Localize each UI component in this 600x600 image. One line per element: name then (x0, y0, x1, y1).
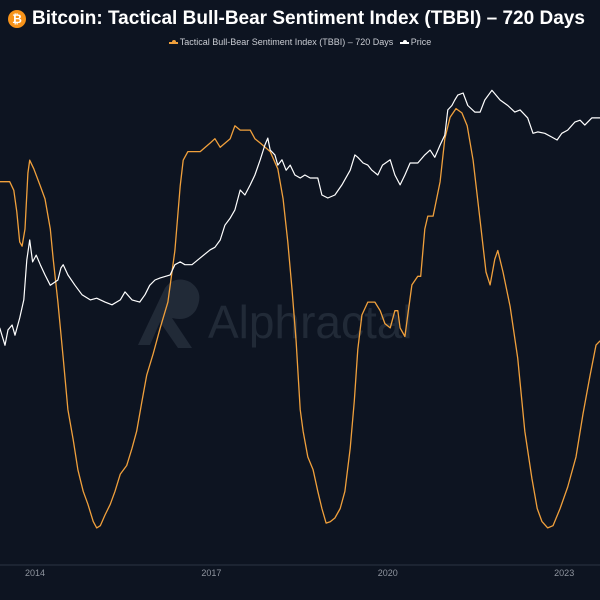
chart-title: ₿ Bitcoin: Tactical Bull-Bear Sentiment … (8, 8, 585, 30)
title-text: Bitcoin: Tactical Bull-Bear Sentiment In… (32, 8, 585, 29)
price-series-line (0, 89, 600, 346)
x-tick-label: 2014 (25, 568, 45, 578)
watermark-text: Alphractal (208, 296, 413, 348)
bitcoin-icon: ₿ (8, 10, 26, 28)
x-tick-label: 2017 (201, 568, 221, 578)
legend-item-tbbi[interactable]: Tactical Bull-Bear Sentiment Index (TBBI… (168, 37, 394, 47)
tbbi-series-line (0, 107, 600, 529)
legend: Tactical Bull-Bear Sentiment Index (TBBI… (0, 37, 600, 47)
legend-label-price: Price (410, 37, 432, 47)
alphractal-logo-icon (138, 279, 200, 348)
tbbi-marker-icon (168, 40, 178, 45)
watermark: Alphractal (138, 279, 413, 348)
legend-item-price[interactable]: Price (396, 37, 432, 47)
x-tick-label: 2023 (554, 568, 574, 578)
x-tick-label: 2020 (378, 568, 398, 578)
price-marker-icon (399, 40, 409, 45)
legend-label-tbbi: Tactical Bull-Bear Sentiment Index (TBBI… (179, 37, 394, 47)
